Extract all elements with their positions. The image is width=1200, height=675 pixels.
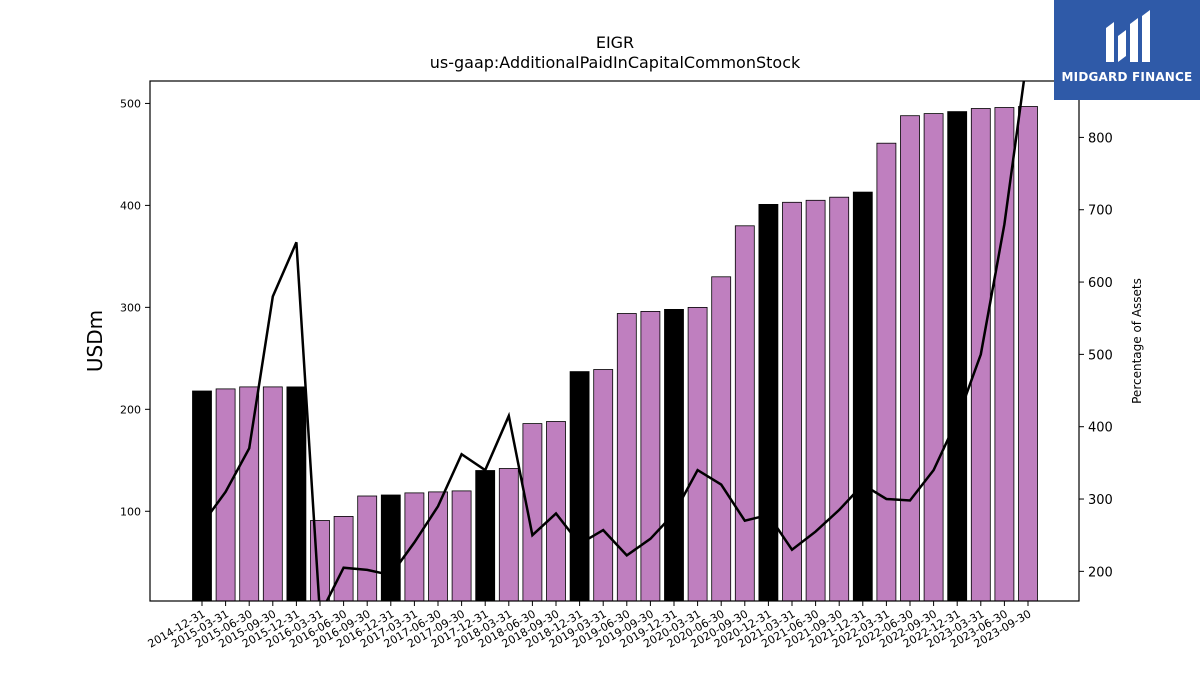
y-tick-label: 400 — [120, 199, 141, 212]
bars-group — [192, 106, 1038, 602]
bar-2014-12-31 — [192, 390, 212, 602]
bar-2022-12-31 — [947, 111, 968, 602]
bar-2015-12-31 — [286, 386, 307, 602]
bar-2019-09-30 — [640, 310, 661, 602]
bar-2016-06-30 — [333, 516, 354, 602]
chart-title: EIGR — [596, 33, 634, 52]
bar-2018-09-30 — [546, 421, 566, 602]
y2-tick-label: 400 — [1088, 421, 1113, 436]
bar-2018-06-30 — [522, 423, 543, 602]
y2-tick-label: 500 — [1088, 348, 1113, 363]
line-group — [200, 81, 1026, 601]
y-tick-label: 500 — [120, 97, 141, 110]
bar-2017-12-31 — [475, 470, 496, 602]
chart-subtitle: us-gaap:AdditionalPaidInCapitalCommonSto… — [430, 53, 801, 72]
bar-2022-09-30 — [923, 113, 944, 602]
axes-group: 1002003004005002003004005006007008002014… — [120, 80, 1113, 651]
bar-2020-12-31 — [758, 203, 779, 602]
y2-tick-label: 300 — [1088, 493, 1113, 508]
midgard-logo-mark-icon — [1106, 10, 1150, 62]
bar-2019-03-31 — [593, 369, 614, 602]
bar-2020-03-31 — [687, 306, 708, 602]
bar-2018-03-31 — [498, 468, 519, 602]
bar-2015-09-30 — [262, 386, 283, 602]
bar-2017-09-30 — [451, 490, 472, 602]
y2-tick-label: 800 — [1088, 131, 1113, 146]
y2-tick-label: 600 — [1088, 276, 1113, 291]
bar-2022-03-31 — [876, 142, 897, 602]
bar-2022-06-30 — [900, 115, 920, 602]
bar-2021-06-30 — [805, 199, 826, 602]
bar-2021-12-31 — [852, 191, 873, 602]
percentage-line — [200, 81, 1026, 601]
bar-2018-12-31 — [569, 371, 590, 602]
y-tick-label: 300 — [120, 301, 141, 314]
bar-2020-06-30 — [711, 276, 732, 602]
bar-2020-09-30 — [734, 225, 755, 602]
bar-2021-09-30 — [829, 196, 850, 602]
bar-2016-03-31 — [310, 520, 330, 602]
logo-text: MIDGARD FINANCE — [1061, 70, 1193, 84]
plot-frame — [149, 80, 1080, 602]
y-tick-label: 100 — [120, 505, 141, 518]
y-tick-label: 200 — [120, 403, 141, 416]
bar-2016-12-31 — [380, 494, 401, 602]
y2-tick-label: 200 — [1088, 565, 1113, 580]
bar-2023-09-30 — [1018, 106, 1038, 602]
bar-2015-03-31 — [215, 388, 236, 602]
y-axis-label: USDm — [83, 310, 107, 372]
y2-tick-label: 700 — [1088, 204, 1113, 219]
bar-2017-03-31 — [404, 492, 425, 602]
midgard-logo: MIDGARD FINANCE — [1054, 0, 1200, 100]
bar-2015-06-30 — [239, 386, 260, 602]
y2-axis-label: Percentage of Assets — [1130, 278, 1144, 404]
bar-2016-09-30 — [357, 495, 378, 602]
bar-2019-12-31 — [664, 308, 684, 602]
bar-2019-06-30 — [616, 313, 637, 602]
